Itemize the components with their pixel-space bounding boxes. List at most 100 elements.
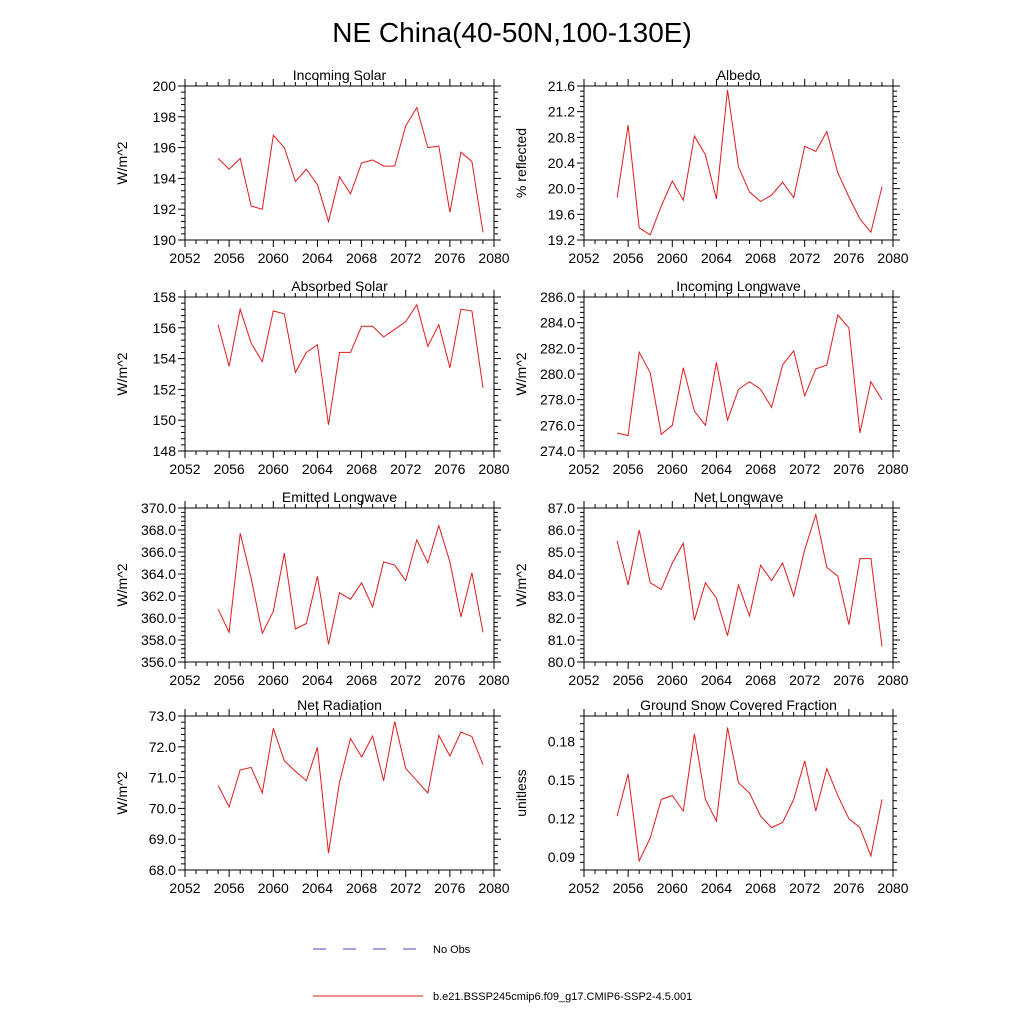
plot-frame <box>184 85 495 241</box>
x-tick-label: 2072 <box>789 250 820 266</box>
x-tick-label: 2064 <box>302 672 333 688</box>
y-tick-label: 358.0 <box>141 632 176 648</box>
y-tick-label: 80.0 <box>548 654 575 670</box>
y-tick-label: 83.0 <box>548 588 575 604</box>
y-tick-label: 81.0 <box>548 632 575 648</box>
plot-frame <box>184 296 495 452</box>
x-tick-label: 2052 <box>568 672 599 688</box>
series-line <box>616 89 883 236</box>
y-tick-label: 69.0 <box>149 831 176 847</box>
y-tick-label: 280.0 <box>540 366 575 382</box>
y-tick-label: 20.4 <box>548 155 575 171</box>
x-tick-label: 2052 <box>169 880 200 896</box>
x-tick-label: 2056 <box>214 672 245 688</box>
series-line <box>616 512 883 647</box>
x-tick-label: 2060 <box>657 250 688 266</box>
plot-frame <box>184 507 495 663</box>
y-tick-label: 70.0 <box>149 800 176 816</box>
x-tick-label: 2056 <box>214 250 245 266</box>
series-line <box>217 721 484 854</box>
y-tick-label: 0.09 <box>548 849 575 865</box>
y-tick-label: 364.0 <box>141 566 176 582</box>
y-tick-label: 366.0 <box>141 544 176 560</box>
y-tick-label: 200 <box>153 78 177 94</box>
y-tick-label: 21.6 <box>548 78 575 94</box>
x-tick-label: 2060 <box>258 880 289 896</box>
y-tick-label: 282.0 <box>540 340 575 356</box>
x-tick-label: 2072 <box>390 672 421 688</box>
x-tick-label: 2056 <box>613 672 644 688</box>
x-tick-label: 2080 <box>877 672 908 688</box>
x-tick-label: 2060 <box>657 461 688 477</box>
x-tick-label: 2052 <box>169 250 200 266</box>
y-tick-label: 87.0 <box>548 500 575 516</box>
y-tick-label: 84.0 <box>548 566 575 582</box>
panel-title: Absorbed Solar <box>291 278 388 294</box>
y-axis-label: W/m^2 <box>114 352 130 395</box>
figure-title: NE China(40-50N,100-130E) <box>332 17 692 48</box>
y-tick-label: 360.0 <box>141 610 176 626</box>
panel-5: Emitted Longwave 2052 2056 2060 2064 2068 2072… <box>114 489 510 688</box>
x-tick-label: 2068 <box>346 461 377 477</box>
y-axis-label: W/m^2 <box>513 563 529 606</box>
x-tick-label: 2072 <box>789 461 820 477</box>
x-tick-label: 2076 <box>434 880 465 896</box>
x-tick-label: 2068 <box>346 880 377 896</box>
x-tick-label: 2064 <box>302 461 333 477</box>
series-line <box>616 727 883 863</box>
x-tick-label: 2080 <box>877 250 908 266</box>
x-tick-label: 2068 <box>745 880 776 896</box>
y-tick-label: 20.0 <box>548 181 575 197</box>
x-tick-label: 2076 <box>833 461 864 477</box>
x-tick-label: 2080 <box>478 672 509 688</box>
y-tick-label: 152 <box>153 381 177 397</box>
panel-title: Incoming Longwave <box>676 278 801 294</box>
y-tick-label: 190 <box>153 232 177 248</box>
y-tick-label: 284.0 <box>540 315 575 331</box>
x-tick-label: 2072 <box>789 672 820 688</box>
y-tick-label: 20.8 <box>548 129 575 145</box>
x-tick-label: 2076 <box>833 672 864 688</box>
x-tick-label: 2056 <box>613 461 644 477</box>
y-tick-label: 73.0 <box>149 708 176 724</box>
y-tick-label: 19.2 <box>548 232 575 248</box>
y-tick-label: 82.0 <box>548 610 575 626</box>
x-tick-label: 2068 <box>745 461 776 477</box>
x-tick-label: 2060 <box>258 250 289 266</box>
x-tick-label: 2052 <box>169 461 200 477</box>
x-tick-label: 2080 <box>877 880 908 896</box>
x-tick-label: 2064 <box>302 880 333 896</box>
y-tick-label: 85.0 <box>548 544 575 560</box>
x-tick-label: 2056 <box>214 880 245 896</box>
x-tick-label: 2076 <box>434 250 465 266</box>
y-tick-label: 68.0 <box>149 862 176 878</box>
x-tick-label: 2080 <box>478 880 509 896</box>
x-tick-label: 2060 <box>258 672 289 688</box>
y-tick-label: 196 <box>153 140 177 156</box>
x-tick-label: 2060 <box>657 880 688 896</box>
panel-title: Ground Snow Covered Fraction <box>640 697 837 713</box>
panel-title: Incoming Solar <box>293 67 387 83</box>
panel-title: Emitted Longwave <box>282 489 397 505</box>
x-tick-label: 2072 <box>390 461 421 477</box>
x-tick-label: 2072 <box>390 880 421 896</box>
x-tick-label: 2052 <box>568 461 599 477</box>
series-line <box>217 106 484 233</box>
y-axis-label: W/m^2 <box>114 141 130 184</box>
legend-no-obs-label: No Obs <box>433 944 471 956</box>
y-tick-label: 0.15 <box>548 772 575 788</box>
y-tick-label: 19.6 <box>548 206 575 222</box>
x-tick-label: 2076 <box>833 250 864 266</box>
y-tick-label: 278.0 <box>540 392 575 408</box>
x-tick-label: 2064 <box>302 250 333 266</box>
plot-frame <box>583 296 894 452</box>
panel-8: Ground Snow Covered Fraction 2052 2056 2060… <box>513 697 909 896</box>
y-axis-label: % reflected <box>513 128 529 198</box>
x-tick-label: 2076 <box>434 672 465 688</box>
y-tick-label: 71.0 <box>149 770 176 786</box>
panel-7: Net Radiation 2052 2056 2060 2064 2068 2072 207… <box>114 697 510 896</box>
x-tick-label: 2072 <box>789 880 820 896</box>
y-tick-label: 274.0 <box>540 443 575 459</box>
y-axis-label: W/m^2 <box>114 563 130 606</box>
